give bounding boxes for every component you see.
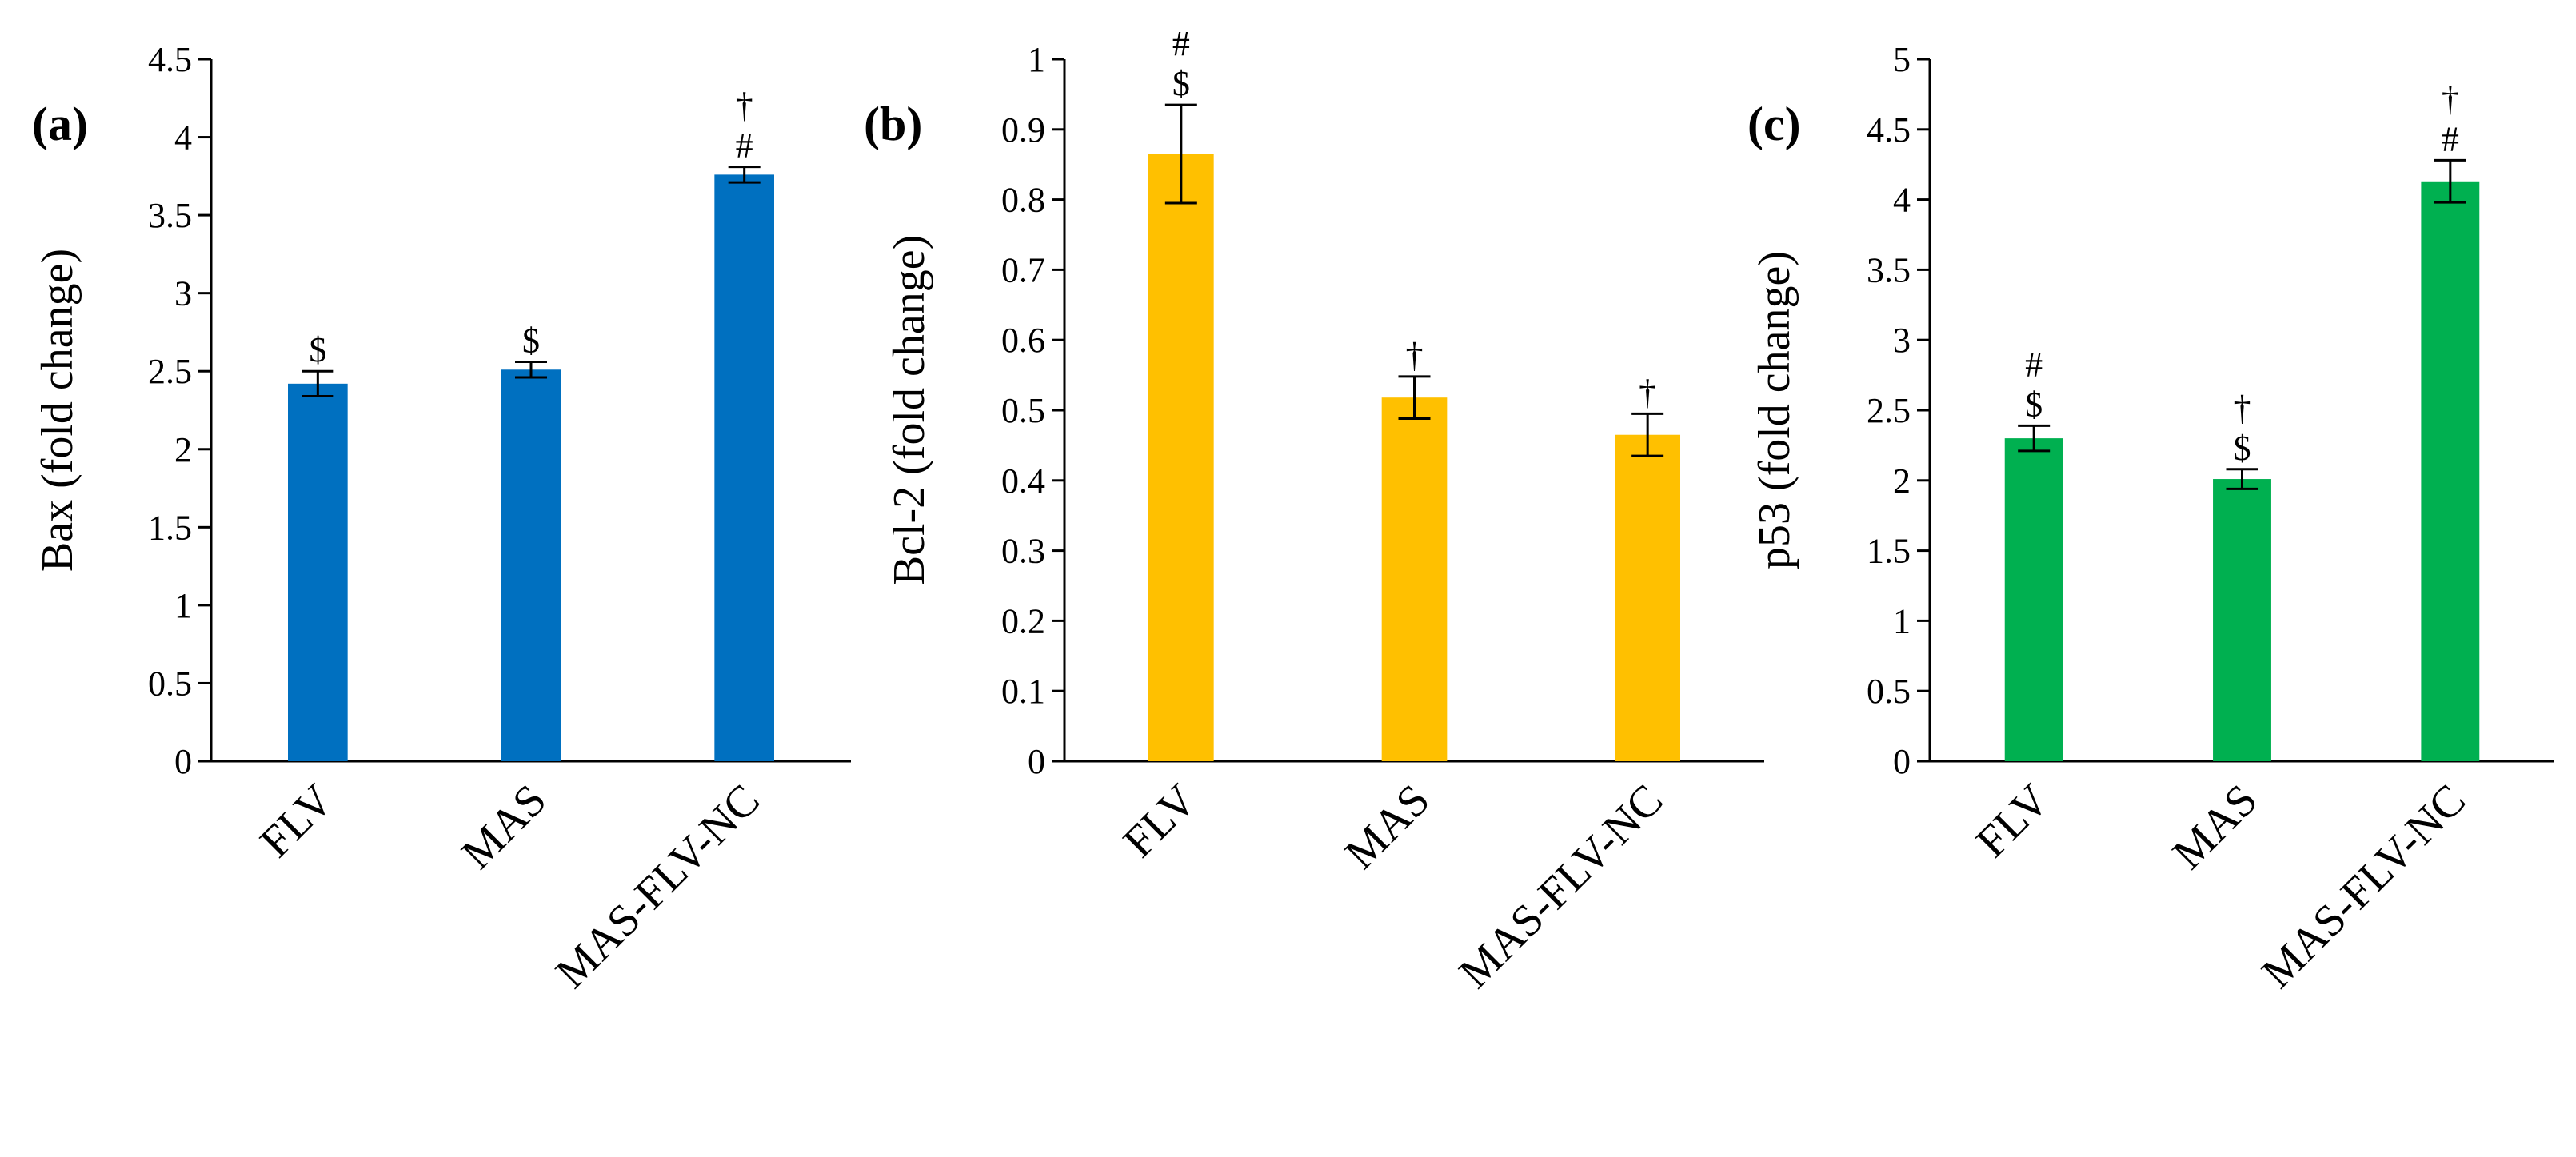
y-tick-label: 0.2: [1001, 601, 1045, 640]
y-tick-label: 3.5: [148, 196, 192, 235]
bar-mas: [2213, 479, 2271, 761]
y-tick-label: 1: [1028, 40, 1045, 79]
significance-mark: $: [1172, 64, 1190, 103]
y-tick-label: 0.5: [1001, 391, 1045, 430]
significance-mark: #: [2442, 119, 2459, 158]
y-tick-label: 1.5: [148, 508, 192, 547]
y-tick-label: 0.1: [1001, 672, 1045, 711]
panel-label: (b): [864, 98, 922, 150]
significance-mark: #: [2025, 345, 2043, 384]
y-tick-label: 3: [174, 274, 192, 313]
y-tick-label: 0: [1028, 742, 1045, 781]
y-tick-label: 5: [1893, 40, 1911, 79]
significance-mark: #: [736, 126, 753, 166]
y-tick-label: 3.5: [1867, 250, 1911, 289]
significance-mark: $: [2025, 385, 2043, 424]
y-tick-label: 1.5: [1867, 532, 1911, 571]
category-label: FLV: [1967, 775, 2059, 867]
y-tick-label: 2.5: [1867, 391, 1911, 430]
significance-mark: †: [736, 86, 753, 126]
category-label: MAS: [1336, 775, 1440, 879]
y-tick-label: 1: [1893, 601, 1911, 640]
panel-label: (c): [1747, 98, 1801, 150]
bar-mas-flv-nc: [714, 174, 774, 762]
significance-mark: #: [1172, 24, 1190, 63]
category-label: MAS: [453, 775, 557, 879]
chart-panel-2: 0 0.1 0.2 0.3 0.4 0.5 0.6 0.7 0.8 0.9 1 Bcl-2 (fold…: [864, 24, 1764, 998]
y-tick-label: 0.6: [1001, 321, 1045, 360]
category-label: MAS-FLV-NC: [1450, 775, 1673, 998]
y-tick-label: 0.7: [1001, 250, 1045, 289]
bar-mas: [501, 369, 561, 761]
category-label: FLV: [251, 775, 343, 867]
y-tick-label: 4.5: [1867, 110, 1911, 150]
y-tick-label: 0.3: [1001, 532, 1045, 571]
y-tick-label: 0: [1893, 742, 1911, 781]
y-tick-label: 4.5: [148, 40, 192, 79]
y-tick-label: 0.8: [1001, 181, 1045, 220]
y-axis-label: p53 (fold change): [1750, 251, 1799, 569]
y-tick-label: 0.5: [148, 664, 192, 703]
y-tick-label: 4: [1893, 181, 1911, 220]
significance-mark: †: [2234, 389, 2251, 428]
panel-label: (a): [32, 98, 88, 150]
bar-flv: [1148, 154, 1214, 761]
significance-mark: $: [309, 330, 326, 369]
y-tick-label: 1: [174, 586, 192, 625]
bar-flv: [2004, 438, 2063, 761]
significance-mark: $: [2234, 429, 2251, 468]
significance-mark: †: [1406, 336, 1424, 375]
bar-mas: [1381, 397, 1448, 761]
chart-panel-1: 0 0.5 1 1.5 2 2.5 3 3.5 4 4.5 Bax (fold change) (a)…: [32, 40, 851, 998]
category-label: MAS-FLV-NC: [2252, 775, 2475, 998]
bar-mas-flv-nc: [1615, 434, 1680, 761]
y-tick-label: 3: [1893, 321, 1911, 360]
bar-flv: [288, 383, 348, 761]
significance-mark: †: [1639, 373, 1656, 412]
y-tick-label: 2: [174, 430, 192, 469]
y-axis-label: Bcl-2 (fold change): [885, 235, 934, 585]
significance-mark: †: [2442, 79, 2459, 118]
bar-mas-flv-nc: [2421, 181, 2480, 762]
category-label: FLV: [1114, 775, 1206, 867]
y-tick-label: 0.4: [1001, 461, 1045, 501]
y-tick-label: 2.5: [148, 352, 192, 391]
category-label: MAS-FLV-NC: [546, 775, 769, 998]
chart-panel-3: 0 0.5 1 1.5 2 2.5 3 3.5 4 4.5 5 p53 (fold change) (c…: [1747, 40, 2554, 998]
y-axis-label: Bax (fold change): [33, 249, 82, 572]
y-tick-label: 0: [174, 742, 192, 781]
significance-mark: $: [522, 321, 540, 361]
category-label: MAS: [2163, 775, 2267, 879]
y-tick-label: 2: [1893, 461, 1911, 501]
y-tick-label: 0.9: [1001, 110, 1045, 150]
y-tick-label: 4: [174, 118, 192, 158]
y-tick-label: 0.5: [1867, 672, 1911, 711]
